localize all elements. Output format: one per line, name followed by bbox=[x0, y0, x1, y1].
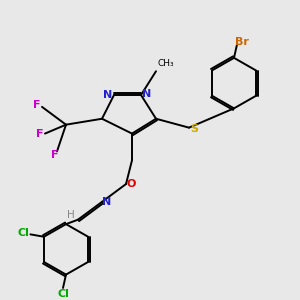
Text: F: F bbox=[36, 129, 44, 139]
Text: N: N bbox=[142, 88, 151, 98]
Text: N: N bbox=[102, 197, 111, 207]
Text: S: S bbox=[190, 124, 198, 134]
Text: F: F bbox=[34, 100, 41, 110]
Text: O: O bbox=[126, 179, 136, 189]
Text: Br: Br bbox=[236, 37, 249, 47]
Text: H: H bbox=[67, 210, 74, 220]
Text: CH₃: CH₃ bbox=[158, 59, 174, 68]
Text: F: F bbox=[51, 150, 58, 160]
Text: N: N bbox=[103, 90, 112, 100]
Text: Cl: Cl bbox=[18, 228, 30, 238]
Text: Cl: Cl bbox=[57, 290, 69, 299]
